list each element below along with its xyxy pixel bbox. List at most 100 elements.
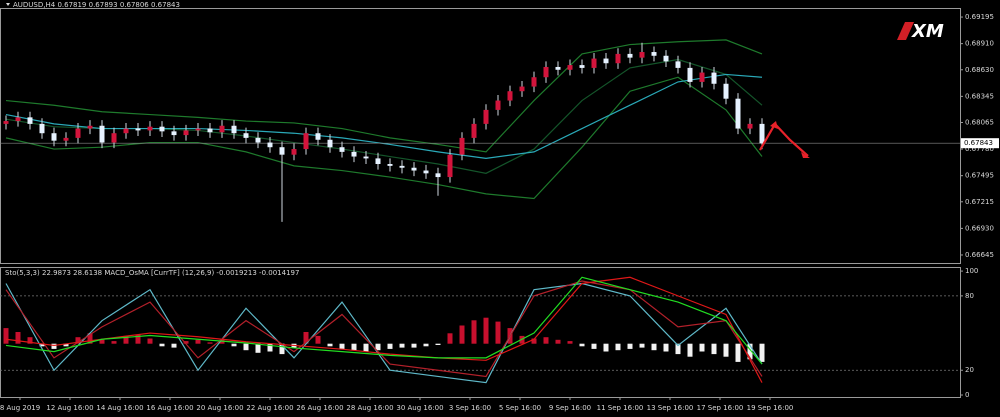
- candle-body: [207, 128, 213, 133]
- osma-bar: [615, 343, 621, 351]
- candle-body: [27, 117, 33, 124]
- osma-bar: [531, 338, 537, 344]
- symbol: AUDUSD,H4: [13, 1, 56, 9]
- osma-bar: [123, 335, 129, 344]
- candle-body: [303, 133, 309, 150]
- candle-body: [759, 123, 765, 144]
- candle-body: [87, 125, 93, 129]
- osma-bar: [231, 343, 237, 347]
- osma-value: -0.0014197: [259, 269, 299, 277]
- osma-bar: [3, 328, 9, 344]
- arrow-heads: [770, 121, 810, 158]
- osma-value: -0.0019213: [216, 269, 256, 277]
- osma-bar: [27, 337, 33, 344]
- osma-bar: [171, 343, 177, 348]
- osma-bar: [399, 343, 405, 348]
- candle-body: [531, 77, 537, 87]
- candle-body: [699, 72, 705, 82]
- y-tick-label: 0.66645: [965, 251, 994, 259]
- logo-mark: [897, 22, 914, 40]
- x-tick-label: 20 Aug 16:00: [196, 404, 243, 412]
- candle-body: [435, 173, 441, 178]
- candle-body: [519, 86, 525, 92]
- candle-body: [591, 58, 597, 68]
- osma-bar: [159, 343, 165, 347]
- x-tick-label: 9 Sep 16:00: [549, 404, 591, 412]
- candle-body: [363, 156, 369, 159]
- indicator-plot: [0, 276, 960, 384]
- candle-body: [687, 67, 693, 82]
- overlay-line: [5, 39, 763, 153]
- osma-bar: [735, 343, 741, 362]
- candle-body: [51, 133, 57, 141]
- candle-body: [291, 149, 297, 155]
- candle-body: [267, 142, 273, 148]
- osma-bar: [15, 332, 21, 344]
- candle-body: [183, 130, 189, 136]
- osma-bar: [63, 343, 69, 347]
- menu-arrow: [6, 3, 10, 6]
- candle-body: [243, 133, 249, 138]
- candle-body: [255, 137, 261, 143]
- candle-body: [147, 126, 153, 131]
- osma-bar: [567, 341, 573, 344]
- sto-value: 28.6138: [73, 269, 102, 277]
- candle-body: [99, 125, 105, 143]
- candle-body: [447, 154, 453, 178]
- candle-body: [663, 55, 669, 62]
- osma-bar: [759, 343, 765, 362]
- logo-text: XM: [911, 21, 944, 42]
- x-tick-label: 11 Sep 16:00: [597, 404, 644, 412]
- y-tick-label: 0.68910: [965, 40, 994, 48]
- candle-body: [195, 128, 201, 131]
- y-tick-label: 0.69195: [965, 13, 994, 21]
- x-tick-label: 22 Aug 16:00: [246, 404, 293, 412]
- candle-body: [459, 137, 465, 155]
- candle-body: [315, 133, 321, 140]
- y-tick-label: 0.67215: [965, 198, 994, 206]
- x-tick-label: 12 Aug 16:00: [46, 404, 93, 412]
- indicator-header: Sto(5,3,3) 22.9873 28.6138 MACD_OsMA [Cu…: [5, 269, 299, 277]
- main-plot: [0, 39, 960, 222]
- candle-body: [543, 66, 549, 78]
- candle-body: [231, 125, 237, 134]
- y-tick-label: 0.67495: [965, 172, 994, 180]
- candle-body: [111, 133, 117, 143]
- osma-bar: [75, 337, 81, 344]
- candle-body: [495, 100, 501, 110]
- candle-body: [483, 109, 489, 124]
- candle-body: [627, 53, 633, 58]
- y-tick-label: 20: [965, 366, 974, 374]
- indicator-line: [5, 276, 763, 365]
- osma-bar: [639, 343, 645, 348]
- candle-body: [675, 61, 681, 68]
- osma-bar: [219, 339, 225, 344]
- indicator-line: [5, 282, 763, 384]
- y-tick-label: 0.68630: [965, 66, 994, 74]
- osma-bar: [723, 343, 729, 357]
- osma-bar: [255, 343, 261, 353]
- osma-bar: [579, 343, 585, 347]
- x-tick-label: 8 Aug 2019: [0, 404, 40, 412]
- osma-bar: [183, 341, 189, 344]
- quote-low: 0.67806: [120, 1, 149, 9]
- osma-bar: [111, 341, 117, 344]
- x-tick-label: 26 Aug 16:00: [296, 404, 343, 412]
- indicator-line: [5, 276, 763, 383]
- osma-bar: [363, 343, 369, 352]
- overlay-line: [5, 76, 763, 200]
- candle-body: [279, 147, 285, 155]
- last-price-label: 0.67843: [964, 139, 993, 147]
- candle-body: [579, 65, 585, 68]
- main-panel: [0, 8, 961, 264]
- x-tick-label: 5 Sep 16:00: [499, 404, 541, 412]
- x-tick-label: 14 Aug 16:00: [96, 404, 143, 412]
- candle-body: [411, 167, 417, 171]
- osma-bar: [327, 343, 333, 347]
- osma-bar: [195, 339, 201, 344]
- indicator-line: [5, 280, 763, 378]
- osma-bar: [351, 343, 357, 351]
- osma-bar: [483, 317, 489, 344]
- candle-body: [75, 128, 81, 138]
